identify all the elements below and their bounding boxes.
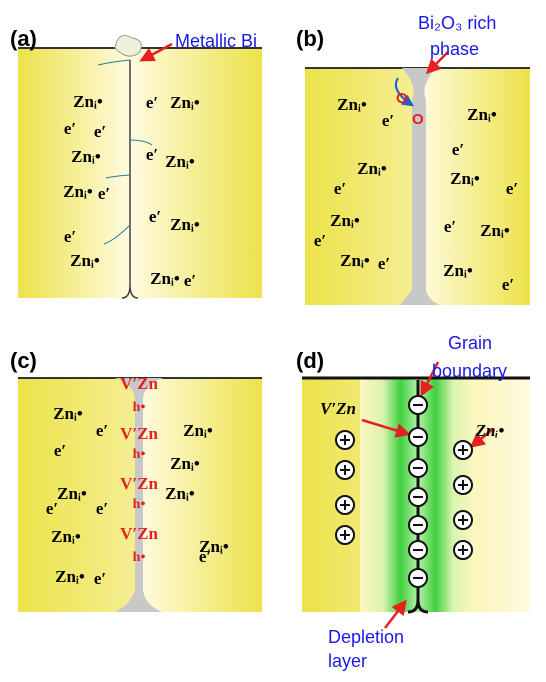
panel-label: (c) <box>10 348 37 373</box>
species-c: Znᵢ• <box>170 454 200 473</box>
species-c: e′ <box>96 499 108 518</box>
species-d: Znᵢ• <box>475 421 505 440</box>
species-a: Znᵢ• <box>63 182 93 201</box>
species-a: e′ <box>98 184 110 203</box>
species-c: e′ <box>94 569 106 588</box>
species-c: e′ <box>54 441 66 460</box>
defect: h• <box>133 550 146 565</box>
species-a: Znᵢ• <box>170 215 200 234</box>
species-b: e′ <box>444 217 456 236</box>
defect: h• <box>133 497 146 512</box>
annotation: boundary <box>432 361 507 381</box>
species-b: Znᵢ• <box>450 169 480 188</box>
species-b: e′ <box>506 179 518 198</box>
species-b: Znᵢ• <box>357 159 387 178</box>
species-c: Znᵢ• <box>55 567 85 586</box>
defect: V′Zn <box>120 524 158 543</box>
species-b: Znᵢ• <box>443 261 473 280</box>
annotation: Metallic Bi <box>175 31 257 51</box>
species-b: e′ <box>502 275 514 294</box>
species-c: e′ <box>96 421 108 440</box>
panel-label: (a) <box>10 26 37 51</box>
species-b: Znᵢ• <box>480 221 510 240</box>
species-d: V′Zn <box>320 399 356 418</box>
species-a: Znᵢ• <box>150 269 180 288</box>
species-a: e′ <box>64 119 76 138</box>
annotation: Grain <box>448 333 492 353</box>
species-a: e′ <box>149 207 161 226</box>
annotation: layer <box>328 651 367 671</box>
defect: V′Zn <box>120 374 158 393</box>
species-b: e′ <box>334 179 346 198</box>
species-a: e′ <box>184 271 196 290</box>
defect: V′Zn <box>120 474 158 493</box>
panel-a <box>18 36 262 298</box>
species-a: Znᵢ• <box>73 92 103 111</box>
annotation: Depletion <box>328 627 404 647</box>
species-a: Znᵢ• <box>170 93 200 112</box>
defect: h• <box>133 447 146 462</box>
marker: O <box>396 90 408 107</box>
defect: h• <box>133 400 146 415</box>
species-b: e′ <box>452 140 464 159</box>
species-b: e′ <box>382 111 394 130</box>
species-a: Znᵢ• <box>165 152 195 171</box>
species-a: Znᵢ• <box>70 251 100 270</box>
species-c: Znᵢ• <box>51 527 81 546</box>
species-a: e′ <box>146 145 158 164</box>
panel-label: (b) <box>296 26 324 51</box>
species-c: Znᵢ• <box>183 421 213 440</box>
species-c: e′ <box>199 547 211 566</box>
species-b: Znᵢ• <box>467 105 497 124</box>
species-a: e′ <box>94 122 106 141</box>
species-a: Znᵢ• <box>71 147 101 166</box>
species-b: e′ <box>378 254 390 273</box>
species-c: Znᵢ• <box>165 484 195 503</box>
species-b: Znᵢ• <box>330 211 360 230</box>
annotation: phase <box>430 39 479 59</box>
species-c: e′ <box>46 499 58 518</box>
marker: O <box>412 111 424 128</box>
species-a: e′ <box>146 93 158 112</box>
species-b: Znᵢ• <box>337 95 367 114</box>
defect: V′Zn <box>120 424 158 443</box>
panel-label: (d) <box>296 348 324 373</box>
species-c: Znᵢ• <box>53 404 83 423</box>
species-b: Znᵢ• <box>340 251 370 270</box>
species-c: Znᵢ• <box>57 484 87 503</box>
annotation: Bi₂O₃ rich <box>418 13 496 33</box>
diagram: (a)Znᵢ•e′Znᵢ•e′e′Znᵢ•e′Znᵢ•Znᵢ•e′e′Znᵢ•e… <box>0 0 546 677</box>
species-b: e′ <box>314 231 326 250</box>
species-a: e′ <box>64 227 76 246</box>
